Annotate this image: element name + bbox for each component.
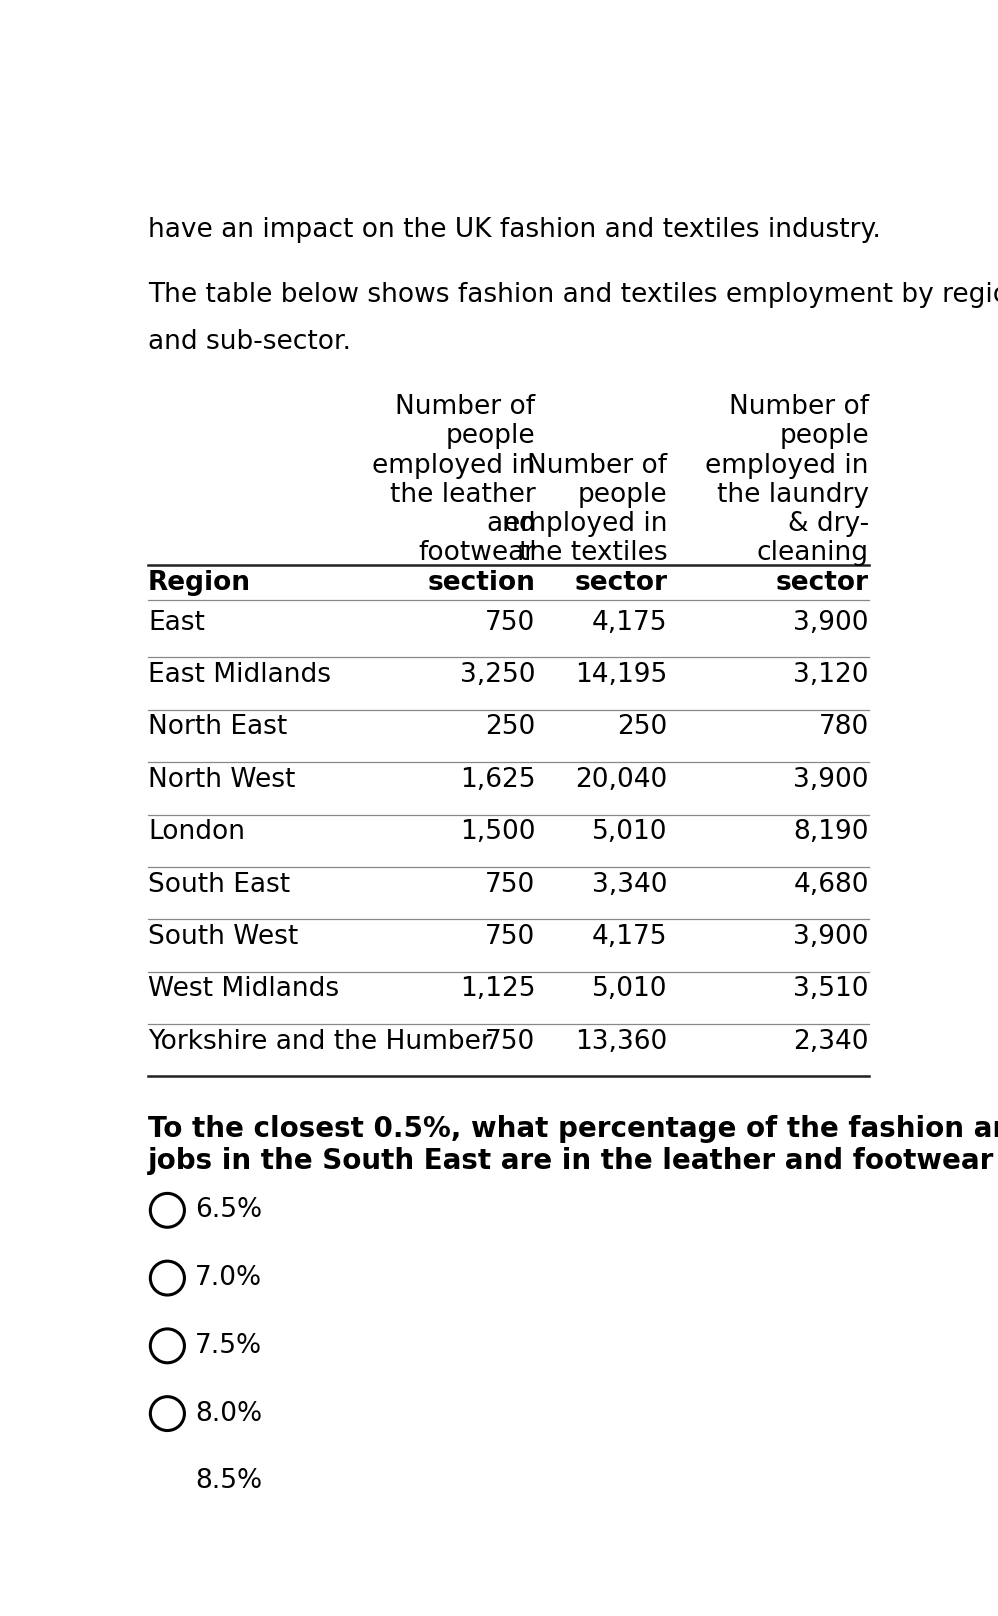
Text: 1,625: 1,625: [460, 768, 536, 793]
Text: employed in: employed in: [504, 511, 668, 537]
Text: 3,250: 3,250: [460, 663, 536, 688]
Text: 250: 250: [485, 714, 536, 740]
Text: 20,040: 20,040: [575, 768, 668, 793]
Text: 8.5%: 8.5%: [196, 1469, 262, 1495]
Text: 7.0%: 7.0%: [196, 1265, 262, 1291]
Text: 8.0%: 8.0%: [196, 1401, 262, 1427]
Text: 1,125: 1,125: [460, 976, 536, 1002]
Text: 6.5%: 6.5%: [196, 1197, 262, 1223]
Text: 3,340: 3,340: [592, 871, 668, 897]
Text: the textiles: the textiles: [519, 540, 668, 567]
Text: 7.5%: 7.5%: [196, 1333, 262, 1359]
Text: 4,680: 4,680: [793, 871, 868, 897]
Text: Yorkshire and the Humber: Yorkshire and the Humber: [148, 1029, 492, 1055]
Text: 1,500: 1,500: [460, 819, 536, 845]
Text: West Midlands: West Midlands: [148, 976, 339, 1002]
Text: 5,010: 5,010: [592, 976, 668, 1002]
Text: sector: sector: [775, 570, 868, 596]
Text: Region: Region: [148, 570, 251, 596]
Text: South West: South West: [148, 924, 298, 950]
Text: 4,175: 4,175: [592, 609, 668, 635]
Text: & dry-: & dry-: [787, 511, 868, 537]
Text: 780: 780: [818, 714, 868, 740]
Text: South East: South East: [148, 871, 290, 897]
Text: footwear: footwear: [418, 540, 536, 567]
Text: 750: 750: [485, 1029, 536, 1055]
Text: people: people: [779, 423, 868, 449]
Text: 750: 750: [485, 871, 536, 897]
Text: the laundry: the laundry: [717, 482, 868, 507]
Text: London: London: [148, 819, 245, 845]
Text: cleaning: cleaning: [756, 540, 868, 567]
Text: To the closest 0.5%, what percentage of the fashion and textile: To the closest 0.5%, what percentage of …: [148, 1115, 998, 1143]
Text: 3,900: 3,900: [793, 924, 868, 950]
Text: have an impact on the UK fashion and textiles industry.: have an impact on the UK fashion and tex…: [148, 217, 881, 242]
Text: people: people: [446, 423, 536, 449]
Text: 8,190: 8,190: [793, 819, 868, 845]
Text: 250: 250: [617, 714, 668, 740]
Text: North East: North East: [148, 714, 287, 740]
Text: 13,360: 13,360: [575, 1029, 668, 1055]
Text: 3,120: 3,120: [793, 663, 868, 688]
Text: Number of: Number of: [395, 394, 536, 420]
Text: section: section: [427, 570, 536, 596]
Text: 750: 750: [485, 609, 536, 635]
Text: 750: 750: [485, 924, 536, 950]
Text: 3,510: 3,510: [793, 976, 868, 1002]
Text: East: East: [148, 609, 205, 635]
Text: Number of: Number of: [729, 394, 868, 420]
Text: employed in: employed in: [372, 452, 536, 478]
Text: Number of: Number of: [527, 452, 668, 478]
Text: the leather: the leather: [390, 482, 536, 507]
Text: North West: North West: [148, 768, 295, 793]
Text: 5,010: 5,010: [592, 819, 668, 845]
Text: 3,900: 3,900: [793, 609, 868, 635]
Text: and sub-sector.: and sub-sector.: [148, 328, 351, 354]
Text: East Midlands: East Midlands: [148, 663, 331, 688]
Text: 14,195: 14,195: [575, 663, 668, 688]
Text: jobs in the South East are in the leather and footwear sector?: jobs in the South East are in the leathe…: [148, 1147, 998, 1175]
Text: 3,900: 3,900: [793, 768, 868, 793]
Text: employed in: employed in: [706, 452, 868, 478]
Text: The table below shows fashion and textiles employment by region: The table below shows fashion and textil…: [148, 283, 998, 309]
Text: people: people: [578, 482, 668, 507]
Text: 2,340: 2,340: [793, 1029, 868, 1055]
Text: sector: sector: [574, 570, 668, 596]
Text: 4,175: 4,175: [592, 924, 668, 950]
Text: and: and: [486, 511, 536, 537]
